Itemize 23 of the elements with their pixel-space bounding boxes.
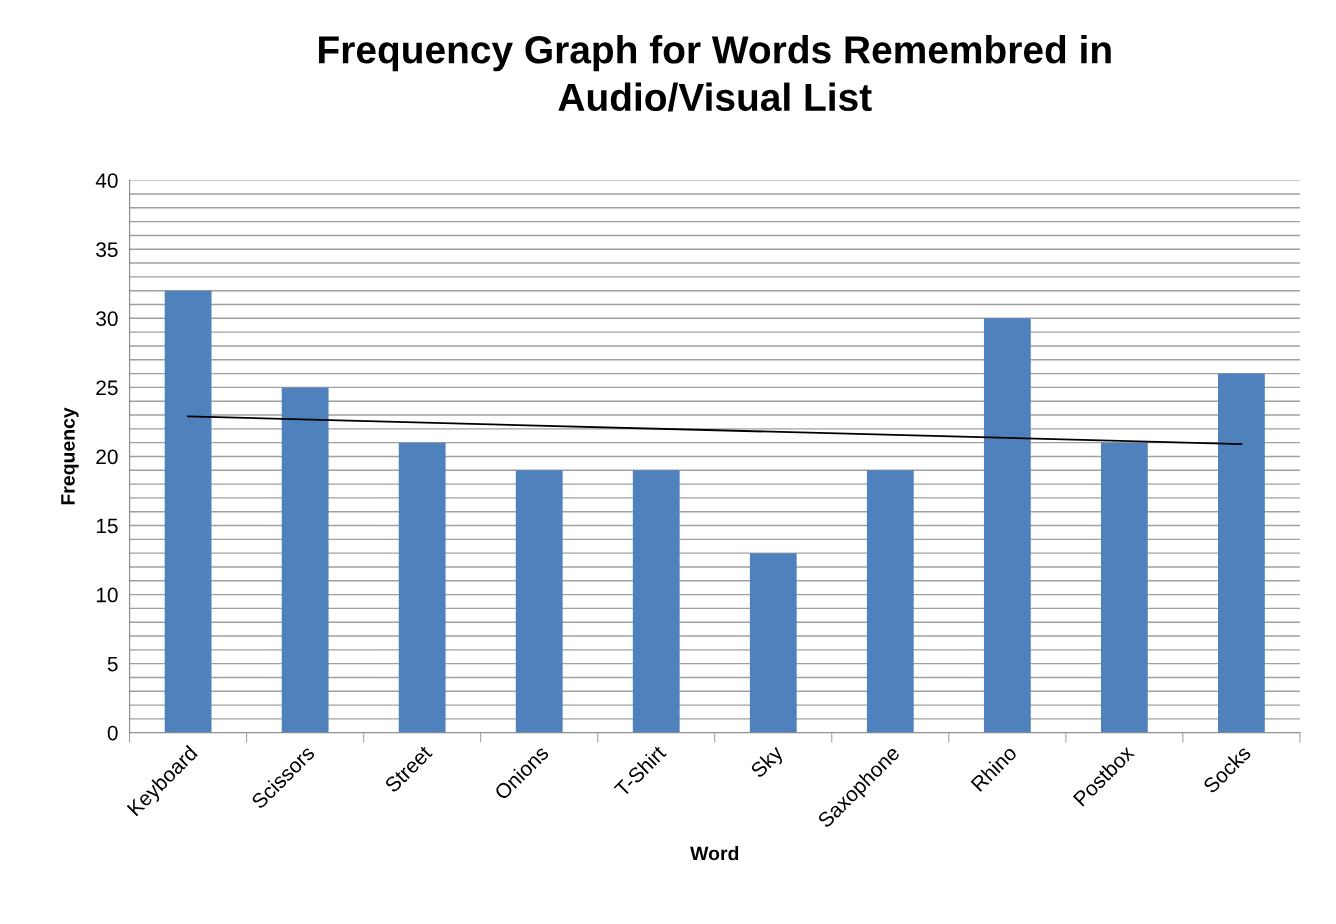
y-tick-label: 35: [96, 242, 118, 257]
x-axis-title: Word: [690, 846, 739, 861]
bar: [398, 442, 446, 733]
y-tick-label: 0: [107, 725, 118, 741]
bar: [749, 553, 797, 733]
y-tick-label: 5: [107, 656, 118, 672]
bar: [164, 290, 212, 733]
y-tick-label: 25: [96, 380, 118, 396]
y-tick-label: 20: [96, 449, 118, 465]
bar: [983, 318, 1031, 733]
y-tick-label: 15: [96, 518, 118, 534]
chart-title: Frequency Graph for Words Remembred in Audio/Visual List: [319, 35, 1111, 112]
bar: [515, 470, 563, 733]
bar: [1100, 442, 1148, 733]
y-tick-label: 30: [96, 311, 118, 327]
x-tick-label: Sky: [749, 743, 787, 782]
bar: [866, 470, 914, 733]
y-axis-title: Frequency: [61, 407, 79, 505]
y-tick-label: 10: [96, 587, 118, 603]
bar: [1218, 373, 1265, 733]
bar: [281, 387, 329, 733]
bar: [632, 470, 680, 733]
y-tick-label: 40: [95, 173, 118, 188]
